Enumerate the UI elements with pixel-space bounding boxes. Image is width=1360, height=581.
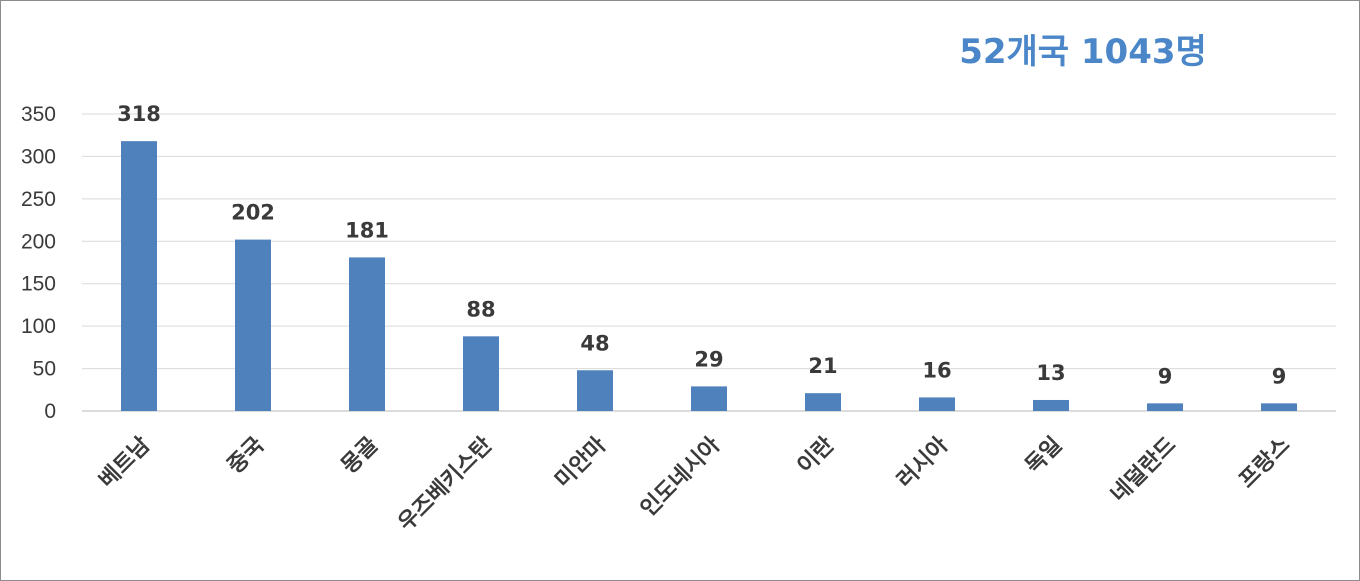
bar	[1261, 403, 1297, 411]
y-tick-label: 50	[33, 358, 56, 381]
y-tick-label: 300	[21, 145, 56, 168]
category-label: 러시아	[893, 432, 954, 493]
bar	[691, 386, 727, 411]
category-label: 베트남	[95, 433, 156, 494]
y-tick-label: 350	[21, 103, 56, 126]
bar	[577, 370, 613, 411]
y-axis-tick-labels: 0 50 100 150 200 250 300 350	[21, 103, 56, 423]
category-label: 인도네시아	[636, 432, 726, 522]
category-label: 독일	[1021, 433, 1067, 479]
bar	[919, 397, 955, 411]
bar	[805, 393, 841, 411]
data-label: 48	[580, 331, 609, 355]
category-label: 미안마	[551, 432, 612, 493]
bar	[1033, 399, 1069, 411]
category-label: 몽골	[337, 433, 383, 479]
data-label: 202	[231, 201, 275, 225]
y-tick-label: 250	[21, 188, 56, 211]
bar	[235, 239, 271, 411]
category-labels: 베트남 중국 몽골 우즈베키스탄 미안마 인도네시아 이란 러시아 독일 네덜란드 프랑스	[95, 432, 1296, 536]
data-label: 21	[808, 354, 837, 378]
data-label: 9	[1272, 364, 1287, 388]
bar	[463, 336, 499, 411]
chart-annotation: 52개국 1043명	[959, 32, 1207, 72]
data-label: 29	[694, 347, 723, 371]
data-label: 318	[117, 102, 161, 126]
data-label: 88	[466, 297, 495, 321]
y-tick-label: 150	[21, 273, 56, 296]
data-label: 181	[345, 218, 389, 242]
bars	[121, 141, 1297, 411]
category-label: 이란	[793, 433, 839, 479]
y-tick-label: 0	[44, 400, 56, 423]
category-label: 프랑스	[1235, 433, 1296, 494]
data-labels: 318 202 181 88 48 29 21 16 13 9 9	[117, 102, 1286, 388]
data-label: 16	[922, 358, 951, 382]
category-label: 우즈베키스탄	[394, 433, 498, 537]
bar	[1147, 403, 1183, 411]
category-label: 네덜란드	[1106, 433, 1181, 508]
bar	[121, 141, 157, 411]
y-tick-label: 200	[21, 230, 56, 253]
y-tick-label: 100	[21, 315, 56, 338]
data-label: 9	[1158, 364, 1173, 388]
bar	[349, 257, 385, 411]
data-label: 13	[1036, 361, 1065, 385]
category-label: 중국	[223, 433, 269, 479]
gridlines	[82, 113, 1336, 412]
